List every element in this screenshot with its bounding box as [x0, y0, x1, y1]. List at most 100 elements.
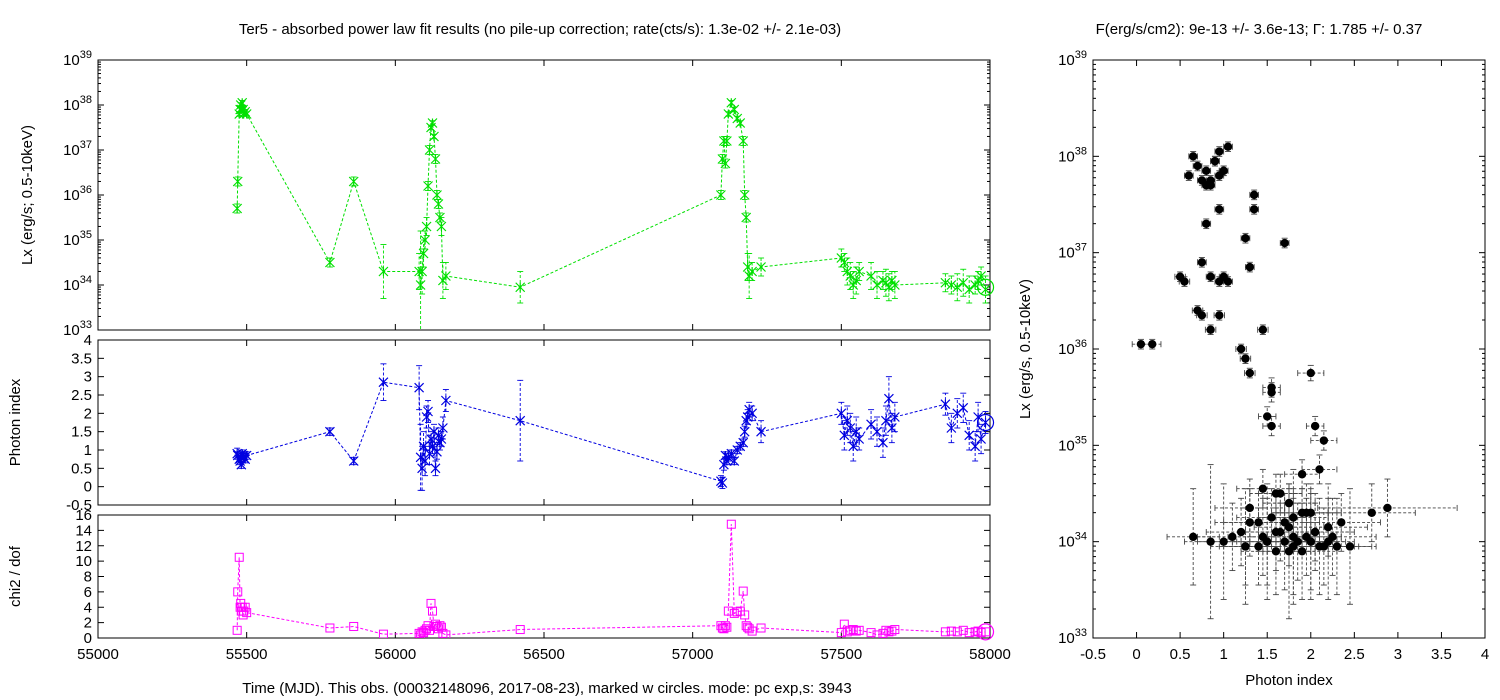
- data-point: [1324, 537, 1333, 546]
- data-point: [839, 619, 849, 629]
- data-point: [726, 519, 736, 529]
- data-point: [423, 621, 433, 631]
- data-point: [872, 426, 882, 437]
- data-point: [423, 406, 433, 417]
- data-point: [740, 610, 750, 620]
- y-tick-label: 2: [84, 405, 92, 422]
- data-point: [1258, 325, 1268, 334]
- data-point: [842, 627, 852, 637]
- y-tick-label: 4: [84, 599, 92, 616]
- data-point: [878, 628, 888, 638]
- data-point: [1383, 503, 1392, 513]
- x-tick-label: 56000: [374, 646, 416, 663]
- data-point: [438, 628, 448, 638]
- plot-frame: [97, 59, 991, 331]
- data-point: [848, 625, 858, 635]
- data-point: [1215, 205, 1224, 214]
- data-point: [1306, 368, 1315, 378]
- data-point: [1210, 156, 1220, 166]
- data-point: [845, 625, 855, 635]
- data-point: [1180, 277, 1189, 286]
- data-point: [756, 262, 766, 272]
- data-point: [430, 154, 441, 164]
- data-point: [1241, 354, 1250, 363]
- data-point: [421, 412, 432, 422]
- data-point: [1249, 205, 1259, 214]
- data-point: [418, 248, 429, 259]
- y-tick-label: 1039: [63, 49, 92, 69]
- data-point: [723, 606, 733, 616]
- data-point: [1258, 484, 1268, 493]
- data-point: [741, 621, 751, 631]
- data-point: [1267, 421, 1276, 431]
- data-point: [1241, 234, 1250, 243]
- data-point: [415, 280, 426, 290]
- y-tick-label: 1035: [63, 229, 92, 249]
- data-point: [324, 426, 335, 437]
- data-point: [1188, 152, 1198, 161]
- y-tick-label: 1: [84, 442, 92, 459]
- data-point: [735, 118, 746, 128]
- data-point: [1324, 523, 1333, 532]
- current-observation-marker: [976, 623, 995, 641]
- data-point: [1215, 147, 1224, 156]
- y-axis-label: Lx (erg/s; 0.5-10keV): [19, 125, 36, 265]
- x-tick-label: 55500: [226, 646, 268, 663]
- x-tick-label: 56500: [523, 646, 565, 663]
- data-point: [430, 463, 441, 474]
- data-point: [1263, 537, 1272, 546]
- y-tick-label: 1034: [63, 274, 92, 294]
- plot-area: [232, 97, 990, 330]
- y-tick-label: 2: [84, 615, 92, 632]
- data-point: [440, 271, 451, 281]
- data-point: [970, 441, 981, 452]
- data-point: [1245, 518, 1255, 527]
- current-observation-marker: [976, 413, 995, 432]
- data-point: [980, 284, 990, 295]
- data-point: [427, 441, 438, 452]
- data-point: [952, 627, 962, 637]
- data-point: [1188, 532, 1198, 542]
- data-point: [839, 430, 850, 441]
- data-point: [1223, 142, 1233, 151]
- x-tick-label: 57000: [672, 646, 714, 663]
- x-tick-label: 2: [1307, 646, 1315, 663]
- data-point: [739, 426, 750, 437]
- data-point: [515, 625, 525, 635]
- y-tick-label: 0: [84, 479, 92, 496]
- y-tick-label: 6: [84, 584, 92, 601]
- data-point: [428, 606, 437, 616]
- data-point: [756, 426, 766, 437]
- data-point: [1289, 513, 1298, 522]
- data-point: [324, 257, 335, 268]
- y-axis-label: chi2 / dof: [7, 545, 24, 607]
- right-panel-title: F(erg/s/cm2): 9e-13 +/- 3.6e-13; Γ: 1.78…: [1096, 21, 1423, 38]
- data-point: [884, 627, 894, 637]
- data-point: [1245, 368, 1255, 378]
- data-point: [1337, 518, 1346, 527]
- data-point: [854, 434, 865, 444]
- y-tick-label: 1035: [1058, 434, 1087, 454]
- y-axis-label: Photon index: [7, 378, 24, 466]
- y-tick-label: 1036: [1058, 338, 1087, 358]
- data-point: [729, 608, 739, 618]
- x-tick-label: 4: [1481, 646, 1489, 663]
- y-axis-label: Lx (erg/s, 0.5-10keV): [1017, 279, 1034, 419]
- data-point: [720, 621, 730, 631]
- lx-vs-time-panel: 1033 1034 1035 1036 1037 1038 1039 Lx (erg/s; 0…: [19, 49, 995, 339]
- x-tick-label: -0.5: [1080, 646, 1106, 663]
- data-point: [889, 412, 900, 422]
- data-point: [1193, 161, 1202, 171]
- data-point: [958, 402, 969, 413]
- x-tick-label: 57500: [820, 646, 862, 663]
- data-point: [980, 417, 990, 428]
- data-point: [878, 437, 888, 448]
- data-point: [1315, 542, 1324, 551]
- data-point: [440, 395, 451, 406]
- y-tick-label: 4: [84, 332, 92, 349]
- data-point: [1271, 489, 1281, 498]
- data-point: [1184, 171, 1194, 180]
- data-point: [1271, 547, 1281, 556]
- y-tick-label: 1038: [1058, 145, 1087, 165]
